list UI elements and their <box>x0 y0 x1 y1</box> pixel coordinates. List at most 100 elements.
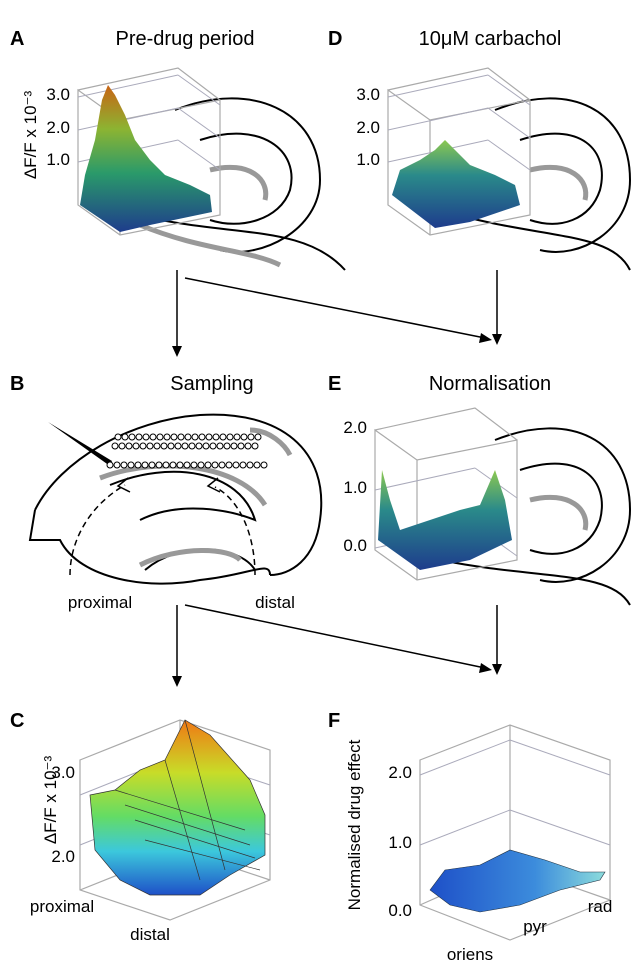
outline <box>139 222 282 268</box>
outline <box>494 97 632 253</box>
outline <box>529 164 589 201</box>
sample-dot <box>211 461 219 469</box>
panel-title: 10μM carbachol <box>419 28 562 50</box>
sample-dot <box>176 461 184 469</box>
hippocampus <box>28 413 323 585</box>
sample-dot <box>251 442 259 450</box>
sample-dot <box>232 461 240 469</box>
x-label: pyr <box>523 917 547 936</box>
sample-dot <box>113 461 121 469</box>
sample-dot <box>202 442 210 450</box>
sample-dot <box>132 442 140 450</box>
sample-dot <box>149 433 157 441</box>
outline <box>519 462 603 555</box>
sample-dot <box>212 433 220 441</box>
outline <box>209 164 269 201</box>
sample-dot <box>120 461 128 469</box>
tick-label: 0.0 <box>388 901 412 920</box>
tick-label: 2.0 <box>388 763 412 782</box>
sample-dot <box>226 433 234 441</box>
tick-label: 1.0 <box>356 150 380 169</box>
sample-dot <box>225 461 233 469</box>
sample-dot <box>163 433 171 441</box>
sample-dot <box>177 433 185 441</box>
sample-dot <box>216 442 224 450</box>
tick-label: 3.0 <box>356 85 380 104</box>
sample-dot <box>128 433 136 441</box>
panel-title: Pre-drug period <box>116 28 255 50</box>
sample-dot <box>205 433 213 441</box>
sample-dot <box>153 442 161 450</box>
sample-dot <box>239 461 247 469</box>
sample-dot <box>223 442 231 450</box>
sample-dot <box>169 461 177 469</box>
sample-dot <box>156 433 164 441</box>
panel-letter: B <box>10 373 24 395</box>
panel-letter: D <box>328 28 342 50</box>
sample-dot <box>114 433 122 441</box>
sample-dot <box>218 461 226 469</box>
panel-letter: E <box>328 373 341 395</box>
sample-dot <box>191 433 199 441</box>
panel-letter: C <box>10 710 24 732</box>
arrow <box>172 604 502 687</box>
arrow <box>172 270 502 357</box>
sample-dot <box>148 461 156 469</box>
sample-dot <box>139 442 147 450</box>
x-label: distal <box>130 925 170 944</box>
sample-dot <box>190 461 198 469</box>
x-label: oriens <box>447 945 493 964</box>
panel-letter: A <box>10 28 24 50</box>
sample-dot <box>135 433 143 441</box>
sample-dot <box>127 461 135 469</box>
y-label: ΔF/F x 10⁻³ <box>41 755 60 844</box>
panel-title: Sampling <box>170 373 253 395</box>
panel-title: Normalisation <box>429 373 551 395</box>
sample-label: distal <box>255 593 295 612</box>
tick-label: 2.0 <box>51 847 75 866</box>
sample-dot <box>197 461 205 469</box>
tick-label: 2.0 <box>46 118 70 137</box>
sample-dot <box>183 461 191 469</box>
panel-letter: F <box>328 710 340 732</box>
x-label: rad <box>588 897 613 916</box>
surface <box>378 470 512 570</box>
outline <box>494 427 632 583</box>
surface-lines <box>114 719 261 881</box>
sample-dot <box>219 433 227 441</box>
sample-dot <box>106 461 114 469</box>
sample-dot <box>204 461 212 469</box>
surface <box>80 85 212 232</box>
x-label: proximal <box>30 897 94 916</box>
outline <box>519 132 603 225</box>
sample-dot <box>142 433 150 441</box>
sample-dot <box>260 461 268 469</box>
sample-dot <box>181 442 189 450</box>
sample-dot <box>247 433 255 441</box>
sample-dot <box>141 461 149 469</box>
sample-dot <box>160 442 168 450</box>
sample-dot <box>121 433 129 441</box>
tick-label: 3.0 <box>51 763 75 782</box>
sample-dot <box>174 442 182 450</box>
sample-dot <box>209 442 217 450</box>
tick-label: 1.0 <box>388 833 412 852</box>
sample-dot <box>125 442 133 450</box>
sample-dot <box>111 442 119 450</box>
y-label: Normalised drug effect <box>345 739 364 910</box>
tick-label: 2.0 <box>356 118 380 137</box>
sample-label: proximal <box>68 593 132 612</box>
outline <box>529 494 589 531</box>
sample-dot <box>253 461 261 469</box>
y-label: ΔF/F x 10⁻³ <box>21 90 40 179</box>
sample-dot <box>246 461 254 469</box>
sample-dot <box>244 442 252 450</box>
sample-dot <box>162 461 170 469</box>
sample-dot <box>198 433 206 441</box>
box <box>419 724 611 941</box>
sample-dot <box>134 461 142 469</box>
sample-dot <box>230 442 238 450</box>
sample-dot <box>170 433 178 441</box>
sample-dot <box>233 433 241 441</box>
